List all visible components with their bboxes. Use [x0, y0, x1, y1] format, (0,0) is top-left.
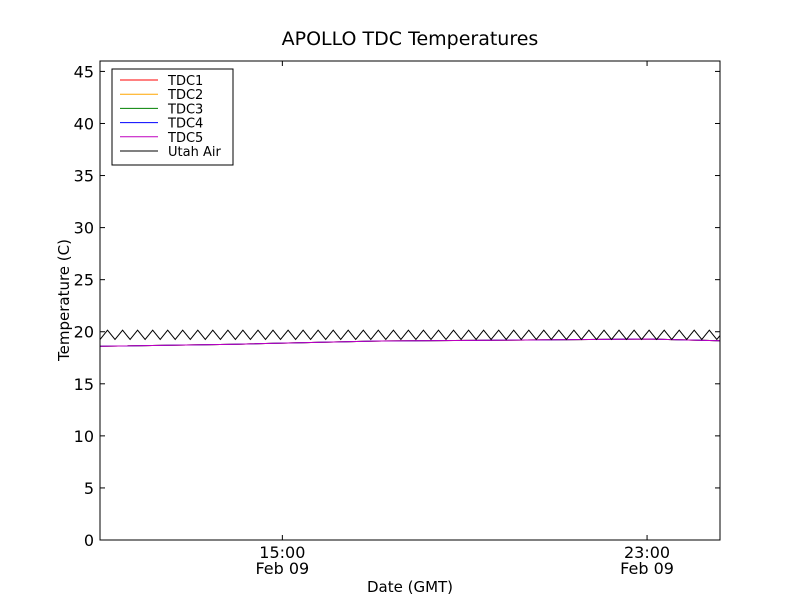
x-tick-label-date: Feb 09 — [620, 559, 674, 578]
plot-series — [100, 329, 720, 347]
x-axis-label: Date (GMT) — [367, 578, 453, 596]
y-tick-label: 20 — [74, 323, 94, 342]
legend-label: TDC4 — [167, 117, 203, 132]
y-tick-label: 30 — [74, 219, 94, 238]
legend-label: TDC3 — [167, 102, 203, 117]
x-tick-label-time: 23:00 — [624, 543, 670, 562]
y-tick-label: 45 — [74, 62, 94, 81]
legend-box — [111, 68, 234, 166]
y-tick-label: 25 — [74, 271, 94, 290]
chart-title: APOLLO TDC Temperatures — [282, 28, 539, 50]
y-tick-label: 15 — [74, 375, 94, 394]
series-line-utah-air — [100, 329, 720, 341]
y-tick-label: 40 — [74, 114, 94, 133]
legend-label: TDC2 — [167, 88, 203, 103]
x-tick-label-date: Feb 09 — [255, 559, 309, 578]
y-tick-label: 0 — [84, 531, 94, 550]
y-axis-label: Temperature (C) — [55, 239, 73, 362]
plot-frame — [99, 60, 721, 541]
legend-label: Utah Air — [168, 145, 221, 160]
y-tick-label: 10 — [74, 427, 94, 446]
series-line-tdc5 — [100, 338, 720, 347]
legend-label: TDC5 — [167, 131, 203, 146]
legend-label: TDC1 — [167, 74, 203, 89]
y-tick-label: 5 — [84, 479, 94, 498]
y-tick-label: 35 — [74, 167, 94, 186]
x-tick-label-time: 15:00 — [259, 543, 305, 562]
y-axis: 0 5 10 15 20 25 30 35 40 45 — [74, 62, 720, 550]
